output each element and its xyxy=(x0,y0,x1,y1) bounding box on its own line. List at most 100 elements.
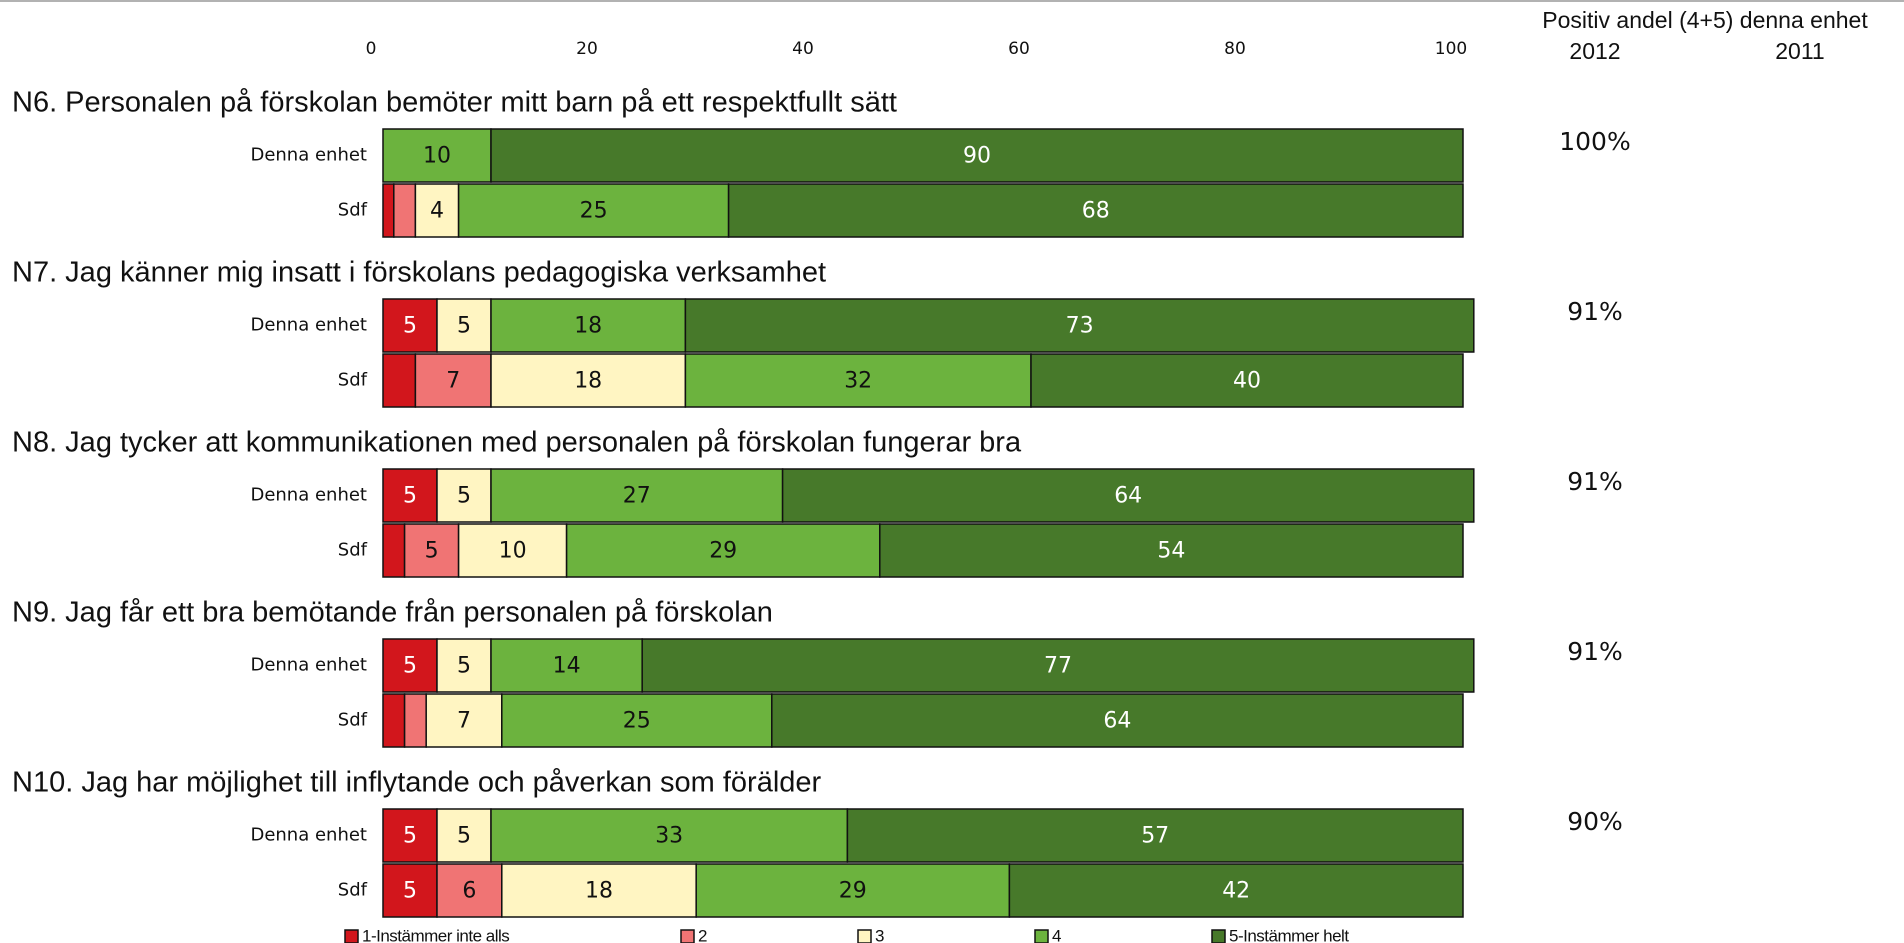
category-label: Sdf xyxy=(338,540,368,561)
data-label: 33 xyxy=(655,824,683,849)
positive-share: 91% xyxy=(1567,637,1623,666)
x-tick-label: 0 xyxy=(366,39,377,59)
bar-segment xyxy=(382,353,417,408)
category-label: Sdf xyxy=(338,370,368,391)
x-tick-label: 80 xyxy=(1224,39,1246,59)
bar-segment xyxy=(1008,863,1464,918)
data-label: 25 xyxy=(623,709,651,734)
bar-segment xyxy=(695,863,1011,918)
bar-segment xyxy=(414,353,492,408)
bar-segment xyxy=(403,693,427,748)
data-label: 10 xyxy=(499,539,527,564)
data-label: 4 xyxy=(430,199,444,224)
category-label: Denna enhet xyxy=(250,825,367,846)
data-label: 5 xyxy=(403,314,417,339)
legend-swatch xyxy=(680,929,695,943)
data-label: 18 xyxy=(574,369,602,394)
data-label: 25 xyxy=(580,199,608,224)
data-label: 64 xyxy=(1103,709,1131,734)
legend-label: 3 xyxy=(875,926,884,943)
data-label: 5 xyxy=(403,879,417,904)
legend-label: 1-Instämmer inte alls xyxy=(362,926,509,943)
data-label: 32 xyxy=(844,369,872,394)
question-title: N7. Jag känner mig insatt i förskolans p… xyxy=(12,257,826,289)
data-label: 5 xyxy=(425,539,439,564)
legend-swatch xyxy=(1034,929,1049,943)
category-label: Sdf xyxy=(338,880,368,901)
bar-segment xyxy=(457,523,568,578)
data-label: 77 xyxy=(1044,654,1072,679)
x-tick-label: 60 xyxy=(1008,39,1030,59)
data-label: 5 xyxy=(403,654,417,679)
data-label: 7 xyxy=(457,709,471,734)
data-label: 18 xyxy=(585,879,613,904)
data-label: 42 xyxy=(1222,879,1250,904)
x-tick-label: 40 xyxy=(792,39,814,59)
bar-segment xyxy=(382,468,438,523)
data-label: 5 xyxy=(457,824,471,849)
positive-share: 90% xyxy=(1567,807,1623,836)
bar-segment xyxy=(641,638,1475,693)
category-label: Sdf xyxy=(338,200,368,221)
bar-segment xyxy=(490,638,643,693)
question-title: N6. Personalen på förskolan bemöter mitt… xyxy=(12,87,897,119)
bar-segment xyxy=(781,468,1475,523)
question-title: N8. Jag tycker att kommunikationen med p… xyxy=(12,427,1022,459)
x-tick-label: 100 xyxy=(1435,39,1467,59)
data-label: 5 xyxy=(403,484,417,509)
bar-segment xyxy=(382,693,406,748)
data-label: 27 xyxy=(623,484,651,509)
data-label: 7 xyxy=(446,369,460,394)
data-label: 54 xyxy=(1157,539,1185,564)
data-label: 5 xyxy=(457,654,471,679)
side-table-column: 2011 xyxy=(1775,38,1824,64)
data-label: 18 xyxy=(574,314,602,339)
bar-segment xyxy=(490,353,687,408)
data-label: 90 xyxy=(963,144,991,169)
bar-segment xyxy=(565,523,881,578)
legend-label: 5-Instämmer helt xyxy=(1229,926,1349,943)
category-label: Denna enhet xyxy=(250,655,367,676)
legend-swatch xyxy=(1211,929,1226,943)
bar-segment xyxy=(403,523,460,578)
bar-segment xyxy=(436,638,492,693)
data-label: 29 xyxy=(709,539,737,564)
bar-segment xyxy=(436,808,492,863)
bar-segment xyxy=(425,693,503,748)
positive-share: 91% xyxy=(1567,467,1623,496)
bar-segment xyxy=(501,863,697,918)
legend-label: 2 xyxy=(698,926,707,943)
data-label: 40 xyxy=(1233,369,1261,394)
legend-swatch xyxy=(857,929,872,943)
question-title: N9. Jag får ett bra bemötande från perso… xyxy=(12,597,773,629)
bar-segment xyxy=(727,183,1464,238)
category-label: Denna enhet xyxy=(250,485,367,506)
bar-segment xyxy=(382,183,395,238)
question-title: N10. Jag har möjlighet till inflytande o… xyxy=(12,767,822,799)
data-label: 5 xyxy=(457,314,471,339)
data-label: 29 xyxy=(839,879,867,904)
bar-segment xyxy=(1030,353,1464,408)
data-label: 10 xyxy=(423,144,451,169)
data-label: 5 xyxy=(403,824,417,849)
data-label: 14 xyxy=(553,654,581,679)
x-tick-label: 20 xyxy=(576,39,598,59)
bar-segment xyxy=(436,468,492,523)
data-label: 73 xyxy=(1066,314,1094,339)
bar-segment xyxy=(490,468,784,523)
bar-segment xyxy=(501,693,773,748)
bar-segment xyxy=(414,183,460,238)
side-table-title: Positiv andel (4+5) denna enhet xyxy=(1542,7,1868,33)
bar-segment xyxy=(684,298,1475,353)
data-label: 6 xyxy=(462,879,476,904)
bar-segment xyxy=(393,183,417,238)
data-label: 5 xyxy=(457,484,471,509)
category-label: Sdf xyxy=(338,710,368,731)
positive-share: 91% xyxy=(1567,297,1623,326)
legend-label: 4 xyxy=(1052,926,1061,943)
positive-share: 100% xyxy=(1559,127,1630,156)
bar-segment xyxy=(771,693,1464,748)
side-table-column: 2012 xyxy=(1569,38,1620,64)
data-label: 68 xyxy=(1082,199,1110,224)
